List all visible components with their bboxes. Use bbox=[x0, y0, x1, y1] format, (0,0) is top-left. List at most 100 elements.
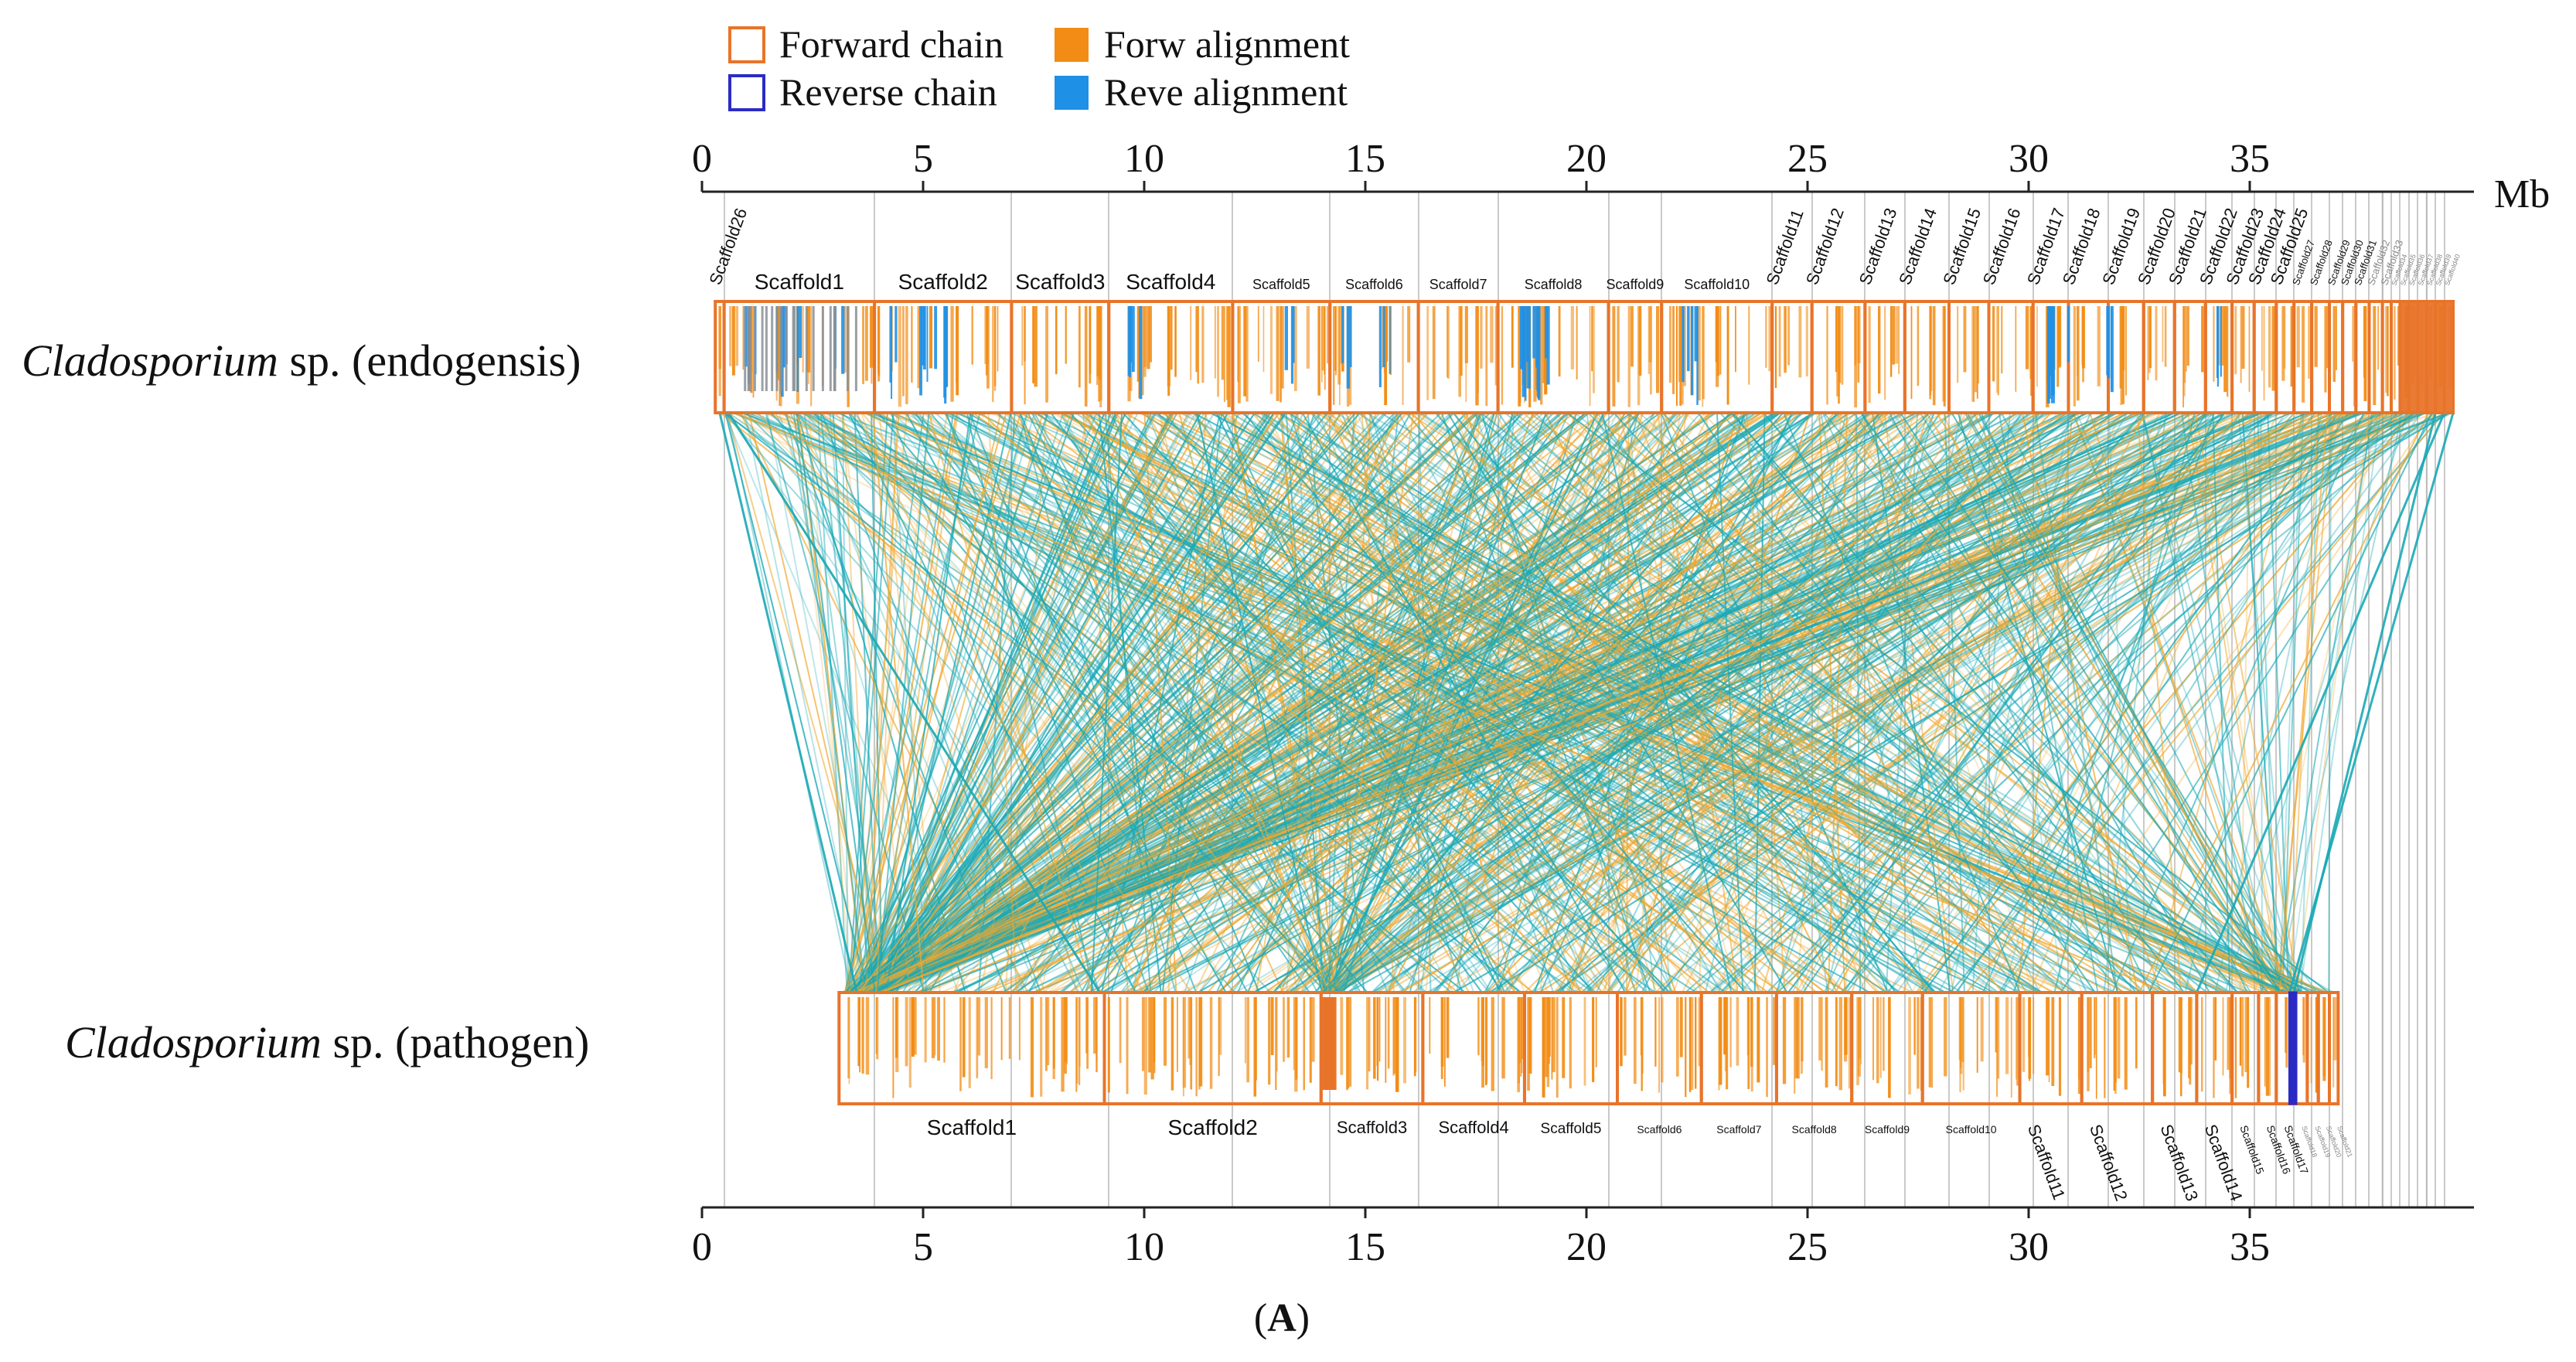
reve-alignment-mark bbox=[1694, 306, 1699, 362]
synteny-link bbox=[1332, 412, 2210, 993]
forw-alignment-mark bbox=[1147, 306, 1150, 369]
forw-alignment-mark bbox=[1627, 306, 1630, 407]
synteny-link bbox=[817, 412, 1594, 993]
forw-alignment-mark bbox=[871, 306, 873, 384]
synteny-link bbox=[1019, 412, 1177, 993]
forw-alignment-mark bbox=[2324, 306, 2327, 393]
forw-alignment-mark bbox=[2261, 306, 2263, 371]
forw-alignment-mark bbox=[2264, 997, 2266, 1087]
forw-alignment-mark bbox=[1634, 997, 1637, 1084]
synteny-link bbox=[1179, 412, 2300, 993]
reve-alignment-mark bbox=[2048, 306, 2051, 399]
forw-alignment-mark bbox=[892, 997, 894, 1098]
forw-alignment-mark bbox=[1747, 997, 1750, 1089]
synteny-link bbox=[990, 412, 2304, 993]
synteny-link bbox=[1690, 412, 2390, 993]
top-dense-tail bbox=[2400, 301, 2454, 413]
synteny-link bbox=[928, 412, 1092, 993]
forw-alignment-mark bbox=[1997, 306, 1999, 396]
forw-alignment-mark bbox=[779, 306, 781, 406]
forw-alignment-mark bbox=[1726, 306, 1729, 405]
synteny-link bbox=[992, 412, 1276, 993]
synteny-link bbox=[2267, 412, 2290, 993]
synteny-link bbox=[844, 412, 1072, 993]
synteny-link bbox=[1331, 412, 1415, 993]
forw-alignment-mark bbox=[1187, 997, 1191, 1059]
forw-alignment-mark bbox=[1980, 997, 1984, 1062]
forw-alignment-mark bbox=[742, 306, 745, 370]
forw-alignment-mark bbox=[1317, 306, 1320, 396]
synteny-link bbox=[1288, 412, 1549, 993]
forw-alignment-mark bbox=[1876, 997, 1879, 1084]
forw-alignment-mark bbox=[1095, 997, 1098, 1073]
legend-swatch-2 bbox=[1055, 28, 1089, 62]
forw-alignment-mark bbox=[1570, 306, 1574, 369]
synteny-link bbox=[1318, 412, 2193, 993]
synteny-link bbox=[1068, 412, 1914, 993]
synteny-link bbox=[878, 412, 2284, 993]
synteny-link bbox=[859, 412, 1031, 993]
forw-alignment-mark bbox=[1838, 306, 1842, 383]
forw-alignment-mark bbox=[1591, 306, 1593, 372]
forw-alignment-mark bbox=[1390, 306, 1392, 375]
synteny-link bbox=[1310, 412, 2096, 993]
reve-alignment-mark bbox=[1682, 306, 1685, 383]
forw-alignment-mark bbox=[2285, 997, 2288, 1068]
synteny-link bbox=[793, 412, 1573, 993]
synteny-link bbox=[2237, 412, 2293, 993]
forw-alignment-mark bbox=[1511, 306, 1514, 368]
forw-alignment-mark bbox=[861, 997, 864, 1074]
synteny-link bbox=[1321, 412, 2004, 993]
forw-alignment-mark bbox=[857, 997, 860, 1067]
forw-alignment-mark bbox=[1078, 306, 1081, 388]
synteny-link bbox=[748, 412, 883, 993]
forw-alignment-mark bbox=[997, 306, 999, 372]
forw-alignment-mark bbox=[1868, 306, 1871, 403]
synteny-link bbox=[2278, 412, 2329, 993]
synteny-link bbox=[882, 412, 1112, 993]
synteny-link bbox=[1730, 412, 2239, 993]
synteny-link bbox=[1153, 412, 1678, 993]
bottom-tick-label-30: 30 bbox=[2009, 1225, 2049, 1269]
bottom-scaffold-label: Scaffold13 bbox=[2156, 1122, 2202, 1204]
synteny-link bbox=[1964, 412, 2279, 993]
forw-alignment-mark bbox=[1084, 306, 1088, 407]
synteny-link bbox=[1746, 412, 1786, 993]
synteny-link bbox=[2212, 412, 2231, 993]
forw-alignment-mark bbox=[2268, 997, 2271, 1096]
synteny-link bbox=[1447, 412, 1788, 993]
forw-alignment-mark bbox=[844, 306, 847, 373]
forw-alignment-mark bbox=[1373, 997, 1376, 1079]
synteny-link bbox=[1242, 412, 1746, 993]
forw-alignment-mark bbox=[2189, 997, 2193, 1065]
synteny-link bbox=[854, 412, 2125, 993]
forw-alignment-mark bbox=[1032, 306, 1034, 383]
synteny-link bbox=[1337, 412, 2127, 993]
forw-alignment-mark bbox=[1518, 997, 1521, 1064]
forw-alignment-mark bbox=[2046, 997, 2050, 1076]
synteny-link bbox=[2111, 412, 2365, 993]
forw-alignment-mark bbox=[1678, 306, 1682, 383]
synteny-link bbox=[1627, 412, 2298, 993]
synteny-link bbox=[1164, 412, 2029, 993]
synteny-link bbox=[861, 412, 957, 993]
forw-alignment-mark bbox=[1177, 997, 1178, 1072]
reve-alignment-mark bbox=[1378, 306, 1382, 387]
forw-alignment-mark bbox=[1765, 306, 1767, 368]
forw-alignment-mark bbox=[1794, 997, 1798, 1078]
forw-alignment-mark bbox=[1858, 997, 1861, 1059]
synteny-link bbox=[1323, 412, 2423, 993]
forw-alignment-mark bbox=[1872, 997, 1874, 1081]
forw-alignment-mark bbox=[2241, 997, 2244, 1077]
synteny-link bbox=[855, 412, 1991, 993]
bottom-scaffold-box bbox=[2328, 991, 2340, 1105]
forw-alignment-mark bbox=[1736, 997, 1739, 1066]
forw-alignment-mark bbox=[1656, 306, 1660, 393]
forw-alignment-mark bbox=[1119, 997, 1122, 1064]
forw-alignment-mark bbox=[1217, 306, 1219, 397]
forw-alignment-mark bbox=[1170, 306, 1173, 370]
legend-label-0: Forward chain bbox=[779, 22, 1003, 66]
forw-alignment-mark bbox=[1061, 997, 1065, 1092]
forw-alignment-mark bbox=[1975, 306, 1978, 393]
synteny-link bbox=[811, 412, 1521, 993]
